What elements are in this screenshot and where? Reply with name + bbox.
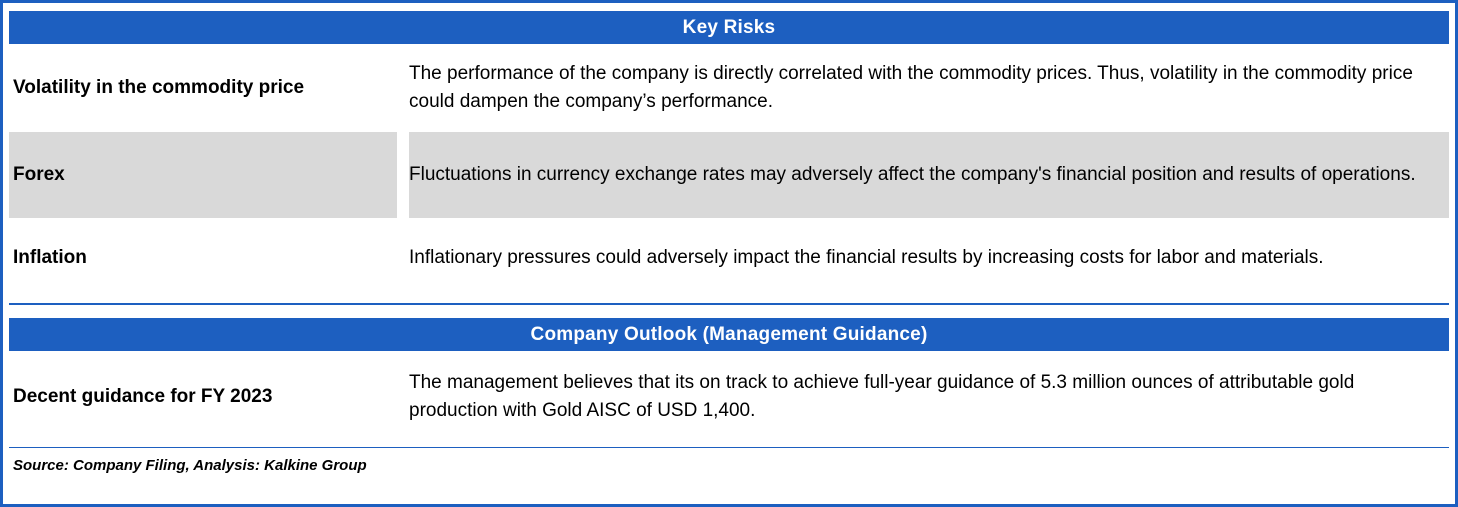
risk-title: Inflation xyxy=(13,247,87,268)
risk-description: Inflationary pressures could adversely i… xyxy=(409,247,1324,268)
company-outlook-header: Company Outlook (Management Guidance) xyxy=(9,318,1449,351)
source-attribution: Source: Company Filing, Analysis: Kalkin… xyxy=(13,456,367,474)
risk-row-forex: Forex Fluctuations in currency exchange … xyxy=(9,132,1449,218)
outlook-rows: Decent guidance for FY 2023 The manageme… xyxy=(9,351,1449,443)
risk-description: Fluctuations in currency exchange rates … xyxy=(409,132,1449,218)
outlook-description: The management believes that its on trac… xyxy=(409,372,1355,421)
footer-divider xyxy=(9,447,1449,448)
risk-title: Forex xyxy=(9,132,397,218)
risk-description: The performance of the company is direct… xyxy=(409,63,1413,112)
key-risks-header: Key Risks xyxy=(9,11,1449,44)
risk-row-inflation: Inflation Inflationary pressures could a… xyxy=(9,218,1449,298)
section-divider xyxy=(9,303,1449,305)
key-risks-rows: Volatility in the commodity price The pe… xyxy=(9,44,1449,298)
risk-title: Volatility in the commodity price xyxy=(13,77,305,98)
risk-row-volatility: Volatility in the commodity price The pe… xyxy=(9,44,1449,132)
outlook-row-guidance: Decent guidance for FY 2023 The manageme… xyxy=(9,351,1449,443)
outlook-title: Decent guidance for FY 2023 xyxy=(13,386,273,407)
